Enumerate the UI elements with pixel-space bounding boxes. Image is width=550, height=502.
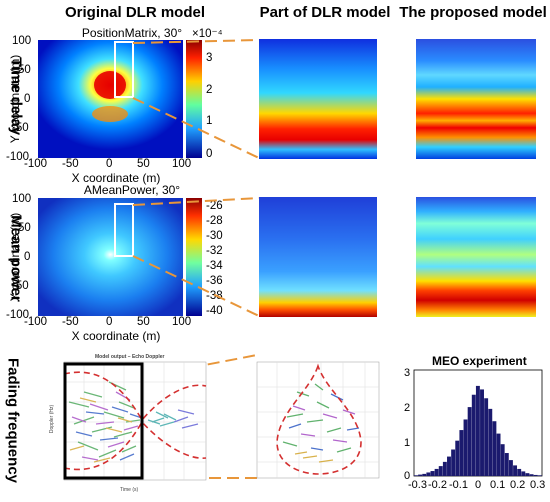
cbar2-tick: -32	[206, 245, 223, 257]
plot1-xtick: -100	[24, 158, 48, 170]
heatmap-proposed-time-delay	[416, 39, 536, 159]
plot1-ytick: 100	[12, 35, 32, 47]
cbar1-tick-3: 3	[206, 52, 213, 64]
histogram-plot	[413, 369, 543, 477]
histogram-bar	[438, 466, 443, 476]
hist-ytick: 3	[404, 367, 411, 379]
hist-ytick: 0	[404, 470, 411, 482]
plot2-ytick: 100	[12, 193, 32, 205]
plot1-ytick: -100	[6, 151, 30, 163]
histogram-bar	[504, 453, 509, 476]
cbar2-tick: -28	[206, 215, 223, 227]
histogram-bar	[537, 475, 542, 476]
histogram-bar	[500, 444, 505, 476]
colorbar-amean-power	[186, 198, 202, 316]
heatmap-position-matrix	[38, 40, 183, 158]
hist-xtick: -0.1	[449, 479, 468, 491]
heatmap-amean-power	[38, 198, 183, 316]
heatmap-part-mean-power	[259, 197, 377, 317]
histogram-bar	[513, 465, 518, 476]
histogram-bar	[418, 474, 423, 476]
plot2-xtick: 0	[106, 316, 113, 328]
plot1-xtick: 0	[106, 158, 113, 170]
plot1-ytick: 0	[24, 93, 31, 105]
doppler-zoom-plot	[256, 361, 380, 479]
cbar1-tick-1: 1	[206, 115, 213, 127]
plot1-ytick: -50	[12, 122, 29, 134]
histogram-bar	[521, 471, 526, 476]
column-header-part: Part of DLR model	[259, 4, 391, 21]
plot2-xtick: -100	[24, 316, 48, 328]
cbar2-tick: -38	[206, 290, 223, 302]
hist-ytick: 2	[404, 402, 411, 414]
doppler-ylabel: Doppler (Hz)	[49, 404, 56, 434]
histogram-bar	[492, 421, 497, 476]
histogram-bar	[484, 398, 489, 476]
hist-xtick: 0	[475, 479, 482, 491]
histogram-bar	[414, 475, 418, 476]
histogram-bar	[525, 473, 530, 476]
plot2-xtick: 100	[172, 316, 192, 328]
plot2-ytick: 50	[18, 222, 31, 234]
cbar1-tick-0: 0	[206, 148, 213, 160]
histogram-bar	[459, 430, 464, 476]
column-header-original: Original DLR model	[64, 4, 205, 21]
histogram-bar	[430, 471, 435, 476]
cbar1-tick-2: 2	[206, 84, 213, 96]
plot1-xtick: 50	[137, 158, 150, 170]
plot2-ytick: -100	[6, 309, 30, 321]
doppler-plot-title: Model output – Echo Doppler	[95, 354, 165, 360]
heatmap-proposed-mean-power	[416, 197, 536, 317]
cbar2-tick: -36	[206, 275, 223, 287]
histogram-bar	[529, 474, 534, 476]
plot2-xtick: 50	[137, 316, 150, 328]
plot-title-position-matrix: PositionMatrix, 30°	[81, 26, 183, 40]
hist-xtick: 0.1	[490, 479, 506, 491]
hist-ytick: 1	[404, 437, 411, 449]
plot2-ytick: -50	[12, 280, 29, 292]
plot1-xtick: 100	[172, 158, 192, 170]
histogram-bar	[475, 385, 480, 476]
histogram-title: MEO experiment	[432, 354, 527, 368]
histogram-bar	[455, 440, 460, 476]
histogram-bar	[533, 474, 538, 476]
histogram-bar	[467, 407, 472, 476]
heatmap-part-time-delay	[259, 39, 377, 159]
histogram-bar	[517, 468, 522, 476]
colorbar-position-matrix	[186, 40, 202, 158]
plot-title-amean-power: AMeanPower, 30°	[83, 183, 181, 197]
doppler-plot	[63, 361, 207, 481]
doppler-xlabel: Time (s)	[120, 487, 139, 493]
histogram-bar	[471, 394, 476, 476]
plot1-ytick: 50	[18, 64, 31, 76]
histogram-bar	[496, 433, 501, 476]
plot2-xtick: -50	[62, 316, 79, 328]
hist-xtick: -0.2	[428, 479, 447, 491]
histogram-bar	[434, 468, 439, 476]
histogram-bar	[426, 472, 431, 476]
histogram-bar	[508, 460, 513, 476]
plot2-ytick: 0	[24, 251, 31, 263]
plot1-xtick: -50	[62, 158, 79, 170]
plot1-xlabel: X coordinate (m)	[71, 171, 161, 185]
hist-xtick: 0.3	[530, 479, 546, 491]
histogram-bar	[447, 456, 451, 476]
colorbar-exponent: ×10⁻⁴	[192, 28, 223, 40]
cbar2-tick: -30	[206, 230, 223, 242]
column-header-proposed: The proposed model	[399, 4, 547, 21]
histogram-bar	[451, 449, 456, 476]
hist-xtick: -0.3	[408, 479, 427, 491]
cbar2-tick: -40	[206, 305, 223, 317]
plot2-xlabel: X coordinate (m)	[71, 329, 161, 343]
histogram-bar	[463, 419, 468, 476]
histogram-bar	[422, 473, 427, 476]
histogram-bar	[480, 389, 484, 476]
histogram-bar	[488, 408, 493, 476]
cbar2-tick: -34	[206, 260, 223, 272]
histogram-bar	[442, 461, 447, 476]
hist-xtick: 0.2	[510, 479, 526, 491]
cbar2-tick: -26	[206, 200, 223, 212]
